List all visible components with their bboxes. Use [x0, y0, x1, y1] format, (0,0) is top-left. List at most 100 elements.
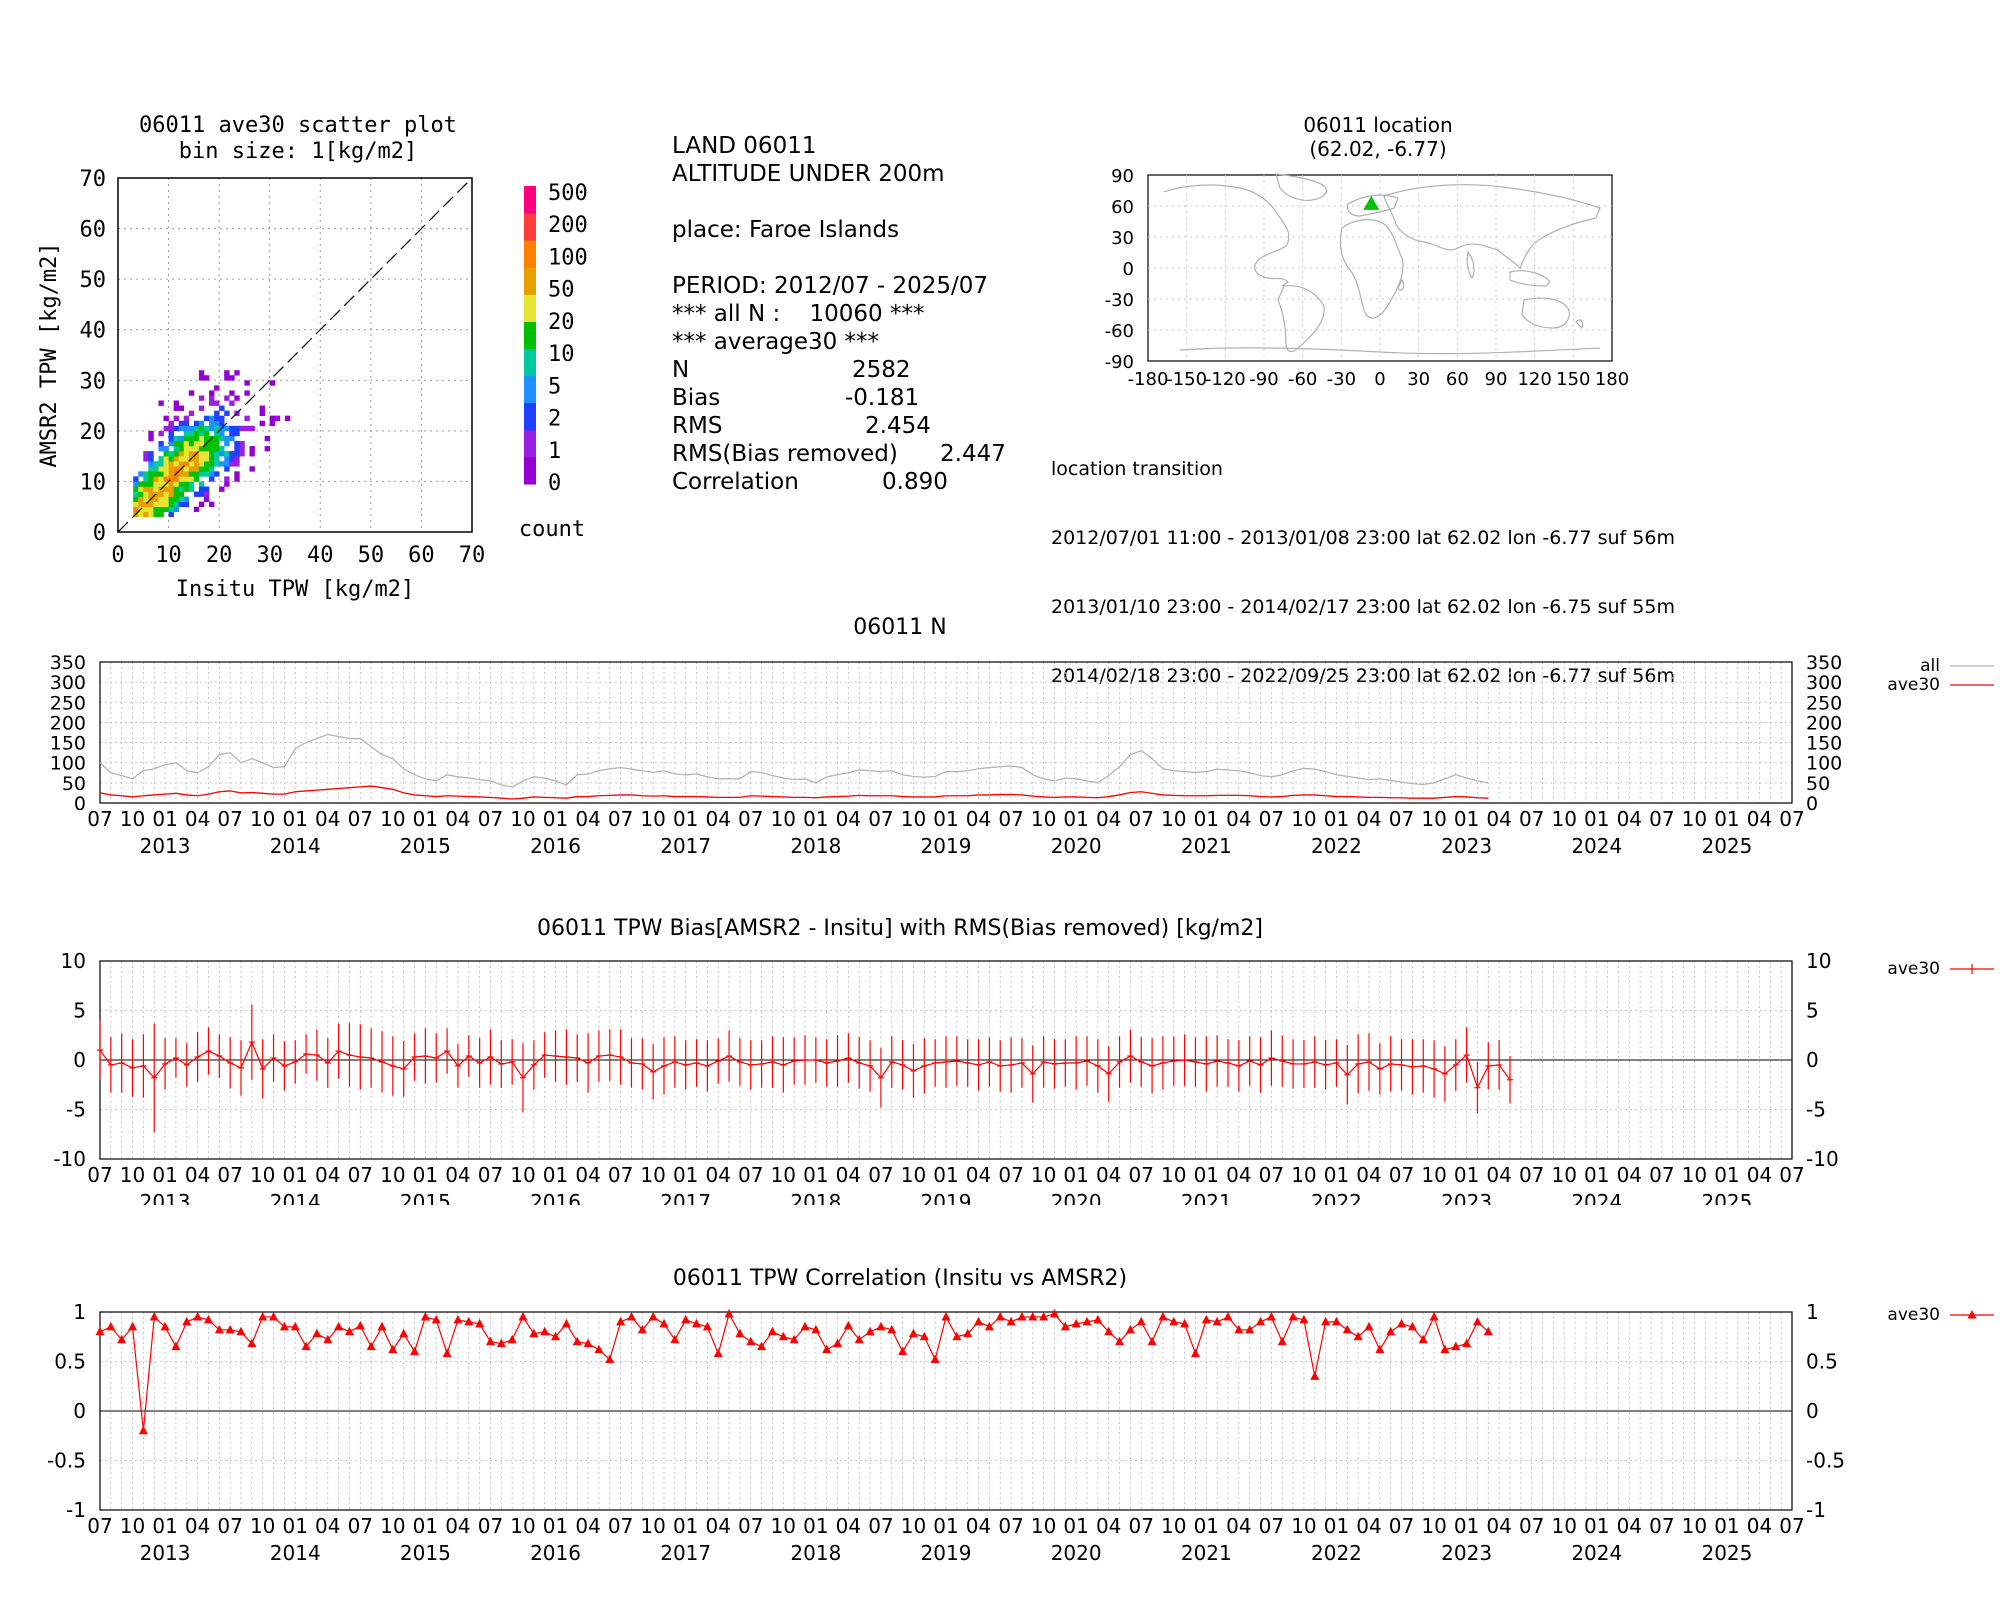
heatmap-bin: [188, 471, 195, 477]
heatmap-bin: [158, 496, 164, 502]
data-point: [1375, 1344, 1385, 1354]
month-tick-label: 04: [836, 1514, 861, 1538]
data-point: [247, 1338, 257, 1348]
heatmap-bin: [163, 491, 169, 497]
month-tick-label: 10: [901, 807, 926, 831]
y-tick-label: 0: [73, 1399, 86, 1423]
heatmap-bin: [158, 476, 164, 482]
heatmap-bin: [168, 425, 174, 432]
month-tick-label: 10: [1291, 1163, 1316, 1187]
month-tick-label: 07: [1519, 1514, 1544, 1538]
month-tick-label: 04: [1486, 807, 1511, 831]
heatmap-bin: [158, 430, 164, 437]
heatmap-bin: [173, 456, 179, 462]
y-tick-label: 10: [61, 949, 86, 973]
colorbar-tick-label: 10: [548, 342, 575, 367]
heatmap-bin: [193, 440, 200, 447]
x-tick-label: 0: [111, 543, 124, 568]
heatmap-bin: [198, 501, 205, 508]
y-tick-label: -0.5: [47, 1449, 86, 1473]
heatmap-bin: [158, 456, 164, 462]
data-point: [1321, 1316, 1331, 1326]
heatmap-bin: [163, 466, 169, 472]
month-tick-label: 04: [1747, 807, 1772, 831]
y-tick-label-right: -10: [1806, 1147, 1839, 1171]
scatter-bins: [133, 370, 291, 518]
month-tick-label: 07: [478, 1163, 503, 1187]
month-tick-label: 01: [413, 1163, 438, 1187]
heatmap-bin: [173, 481, 179, 487]
data-point: [1082, 1316, 1092, 1326]
month-tick-label: 01: [673, 1514, 698, 1538]
month-tick-label: 10: [380, 1514, 405, 1538]
month-tick-label: 10: [250, 807, 275, 831]
heatmap-bin: [188, 466, 195, 472]
heatmap-bin: [214, 440, 220, 447]
y-tick-label-right: 0: [1806, 793, 1818, 815]
month-tick-label: 01: [283, 807, 308, 831]
y-tick-label-right: 300: [1806, 672, 1842, 694]
year-label: 2014: [270, 1190, 321, 1205]
month-tick-label: 04: [1226, 807, 1251, 831]
data-point: [1006, 1316, 1016, 1326]
data-point: [453, 1314, 463, 1324]
heatmap-bin: [173, 476, 179, 482]
data-point: [290, 1321, 300, 1331]
heatmap-bin: [138, 471, 144, 477]
data-point: [1451, 1341, 1461, 1351]
month-tick-label: 04: [836, 1163, 861, 1187]
data-point: [1028, 1311, 1038, 1321]
data-point: [442, 1348, 452, 1358]
heatmap-bin: [148, 435, 154, 442]
heatmap-bin: [168, 435, 174, 442]
month-tick-label: 07: [478, 807, 503, 831]
heatmap-bin: [178, 461, 185, 467]
heatmap-bin: [244, 390, 250, 396]
data-point: [225, 1324, 235, 1334]
month-tick-label: 01: [1194, 1514, 1219, 1538]
colorbar-tick-label: 2: [548, 407, 561, 432]
month-tick-label: 04: [185, 1163, 210, 1187]
transition-row: 2012/07/01 11:00 - 2013/01/08 23:00 lat …: [1051, 527, 1675, 549]
data-point: [160, 1321, 170, 1331]
heatmap-bin: [153, 471, 159, 477]
map-grid: [1148, 175, 1612, 361]
y-tick-label-right: -0.5: [1806, 1449, 1845, 1473]
heatmap-bin: [203, 486, 210, 492]
heatmap-bin: [224, 440, 230, 447]
map-y-tick-label: -60: [1105, 321, 1134, 342]
scatter-plot: 06011 ave30 scatter plot bin size: 1[kg/…: [37, 113, 588, 602]
heatmap-bin: [203, 496, 210, 502]
heatmap-bin: [229, 456, 235, 462]
map-x-tick-label: 180: [1595, 369, 1629, 390]
month-tick-label: 07: [1259, 1514, 1284, 1538]
heatmap-bin: [188, 390, 195, 396]
month-tick-label: 10: [771, 1514, 796, 1538]
heatmap-bin: [244, 425, 250, 432]
y-tick-label: 150: [50, 733, 86, 755]
heatmap-bin: [193, 456, 200, 462]
map-yticks: 90 60 30 0 -30 -60 -90: [1105, 166, 1134, 373]
heatmap-bin: [148, 481, 154, 487]
heatmap-bin: [214, 446, 220, 452]
data-point: [1407, 1321, 1417, 1331]
heatmap-bin: [173, 446, 179, 452]
heatmap-bin: [143, 451, 149, 457]
heatmap-bin: [229, 390, 235, 396]
heatmap-bin: [168, 506, 174, 513]
month-tick-label: 07: [738, 1514, 763, 1538]
heatmap-bin: [168, 481, 174, 487]
data-point: [431, 1314, 441, 1324]
data-point: [1049, 1308, 1059, 1318]
heatmap-bin: [198, 456, 205, 462]
heatmap-bin: [158, 506, 164, 513]
heatmap-bin: [188, 476, 195, 482]
year-label: 2017: [660, 1190, 711, 1205]
heatmap-bin: [239, 446, 245, 452]
year-label: 2016: [530, 834, 581, 858]
heatmap-bin: [214, 451, 220, 457]
month-tick-label: 04: [966, 807, 991, 831]
heatmap-bin: [219, 446, 225, 452]
month-tick-label: 07: [738, 807, 763, 831]
month-tick-label: 10: [120, 1163, 145, 1187]
